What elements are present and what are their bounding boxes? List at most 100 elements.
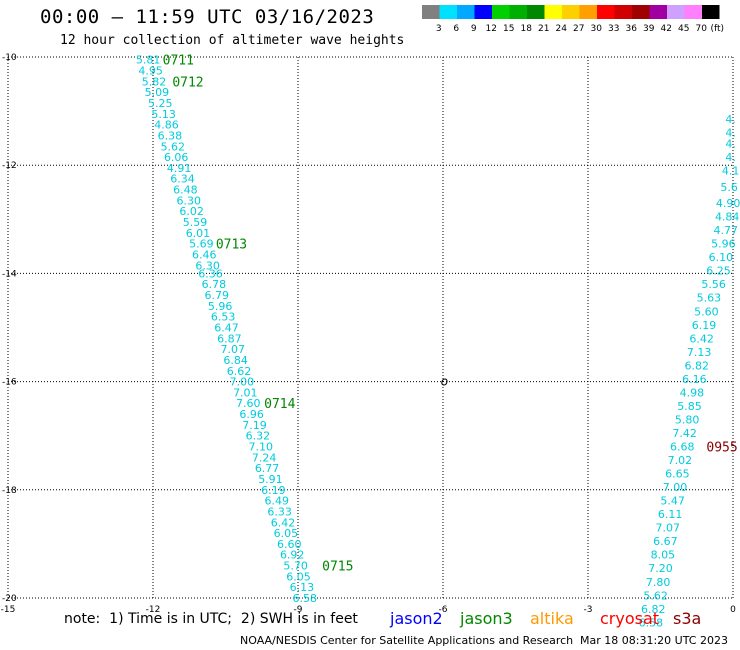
satellite-altika-label: altika [530,609,574,628]
satellite-jason3-label: jason3 [460,609,513,628]
wave-height-label: 6.82 [641,603,666,616]
chart-subtitle: 12 hour collection of altimeter wave hei… [60,33,405,48]
x-tick-label: 0 [730,605,736,615]
wave-height-label: 7.20 [648,562,673,575]
wave-height-label: 4.84 [715,211,740,224]
wave-height-label: 5.60 [694,305,719,318]
y-tick-label: -14 [2,269,17,279]
satellite-s3a-label: s3a [673,609,702,628]
wave-height-label: 6.30 [177,194,202,207]
y-tick-label: -18 [2,486,17,496]
wave-height-label: 6.67 [653,535,678,548]
wave-height-label: 4. [725,113,736,126]
wave-height-label: 6.60 [277,538,302,551]
colorbar-swatch [492,5,510,19]
wave-height-label: 7.24 [252,451,277,464]
colorbar-legend: 3 6 9 12 15 18 21 24 27 30 33 36 39 42 45 70 (ft) [422,5,724,34]
colorbar-tick-label: 9 [471,24,477,34]
colorbar-swatch [632,5,650,19]
wave-height-label: 6.05 [274,527,299,540]
wave-height-label: 5.25 [148,97,173,110]
wave-height-label: 7.01 [233,386,258,399]
pass-time-label: 0714 [264,397,295,412]
wave-height-label: 4.95 [138,65,163,78]
y-tick-label: -12 [2,161,17,171]
colorbar-swatch [597,5,615,19]
wave-height-label: 4.77 [714,224,739,237]
wave-height-label: 7.07 [221,343,246,356]
wave-height-label: 6.87 [217,332,242,345]
wave-height-label: 7.02 [668,454,693,467]
wave-height-label: 6.06 [164,151,189,164]
wave-height-label: 5.91 [258,473,283,486]
wave-height-label: 6.78 [202,278,227,291]
wave-height-label: 5.62 [643,589,668,602]
wave-height-label: 6.65 [665,468,690,481]
colorbar-tick-label: 36 [626,24,638,34]
wave-height-label: 7.80 [646,576,671,589]
credit-text: NOAA/NESDIS Center for Satellite Applica… [240,634,574,647]
wave-height-label: 4.90 [716,197,740,210]
satellite-cryosat-label: cryosat [600,609,660,628]
wave-height-label: 5.82 [142,75,167,88]
wave-height-label: 6.11 [658,508,683,521]
wave-height-label: 6.46 [192,248,217,261]
wave-height-label: 6.25 [706,265,731,278]
colorbar-tick-label: 24 [556,24,568,34]
colorbar-swatch [649,5,667,19]
wave-height-label: 6.48 [173,184,198,197]
location-marker: o [441,375,448,389]
wave-height-label: 6.19 [261,484,286,497]
colorbar-tick-label: 15 [503,24,514,34]
wave-height-label: 6.92 [280,549,305,562]
wave-height-label: 6.49 [264,495,289,508]
wave-height-label: 6.62 [227,365,252,378]
colorbar-tick-label: 42 [661,24,672,34]
wave-height-label: 7.42 [672,427,697,440]
wave-height-label: 5.09 [145,86,170,99]
y-tick-label: -16 [2,378,17,388]
wave-height-label: 6.68 [670,441,695,454]
colorbar-swatch [562,5,580,19]
wave-height-label: 6.33 [267,505,292,518]
wave-height-label: 6.19 [692,319,717,332]
wave-height-label: 5.69 [189,238,214,251]
wave-height-label: 6.38 [158,129,183,142]
wave-height-label: 6.36 [198,267,223,280]
x-tick-label: -12 [146,605,161,615]
colorbar-tick-label: 6 [453,24,459,34]
wave-height-label: 4.98 [680,386,705,399]
colorbar-tick-label: 18 [521,24,533,34]
y-tick-label: -10 [2,53,17,63]
wave-height-label: 6.30 [195,259,220,272]
colorbar-tick-label: 21 [538,24,549,34]
wave-height-label: 7.13 [687,346,712,359]
wave-height-label: 5.13 [151,108,176,121]
satellite-jason2-label: jason2 [390,609,443,628]
colorbar-swatch [544,5,562,19]
wave-height-label: 4. [725,151,736,164]
colorbar-swatch [667,5,685,19]
wave-height-label: 6.84 [223,354,248,367]
wave-height-label: 6.13 [290,581,315,594]
colorbar-tick-label: 45 [678,24,689,34]
wave-height-label: 4. [725,127,736,140]
wave-height-label: 5.59 [183,216,208,229]
wave-height-label: 6.42 [271,516,296,529]
colorbar-swatch [457,5,475,19]
colorbar-swatch [684,5,702,19]
wave-height-label: 5.80 [675,413,700,426]
colorbar-swatch [614,5,632,19]
wave-height-label: 5.70 [283,560,308,573]
wave-height-label: 5.63 [697,292,722,305]
wave-height-label: 6.34 [170,173,195,186]
wave-height-label: 7.10 [249,441,274,454]
colorbar-tick-label: 30 [591,24,603,34]
wave-height-label: 7.60 [236,397,261,410]
wave-height-label: 6.82 [685,359,710,372]
wave-height-label: 6.58 [639,616,664,629]
wave-height-label: 6.05 [286,570,311,583]
wave-height-label: 6.79 [205,289,230,302]
chart-title: 00:00 — 11:59 UTC 03/16/2023 [40,6,375,28]
pass-time-label: 0713 [216,238,247,253]
